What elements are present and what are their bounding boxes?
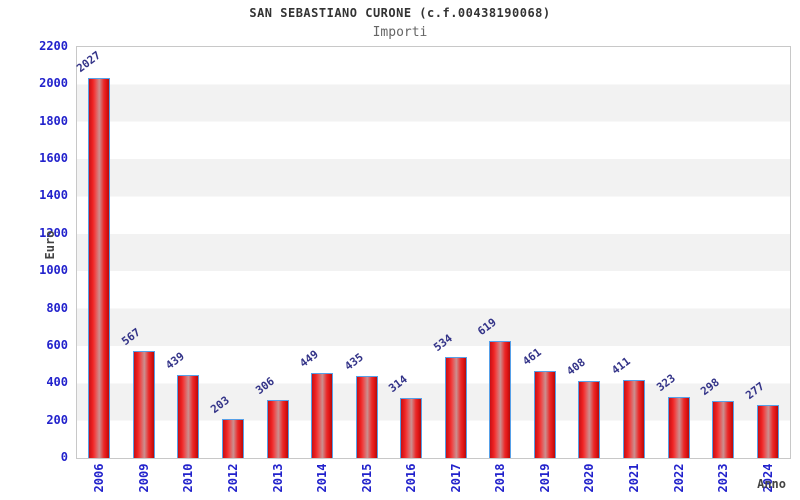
bar-2021: 411 (609, 355, 646, 458)
bar-value-label: 461 (520, 345, 544, 368)
bar-slot-2013: 306 2013 (253, 47, 300, 492)
bar-2020: 408 (565, 355, 601, 458)
bar-value-label: 2027 (74, 48, 104, 76)
y-tick-label: 800 (46, 300, 68, 315)
chart-title: SAN SEBASTIANO CURONE (c.f.00438190068) (249, 6, 551, 20)
bar-value-label: 567 (119, 325, 143, 349)
bar-2015: 435 (342, 350, 378, 458)
bar-2010: 439 (164, 350, 200, 458)
bar-2018: 619 (476, 316, 512, 458)
y-tick-label: 400 (46, 375, 68, 390)
bar-slot-2006: 2027 2006 (74, 47, 122, 492)
bar-value-label: 306 (252, 374, 277, 397)
bar-slot-2021: 411 2021 (609, 47, 657, 492)
x-tick-label: 2017 (448, 463, 463, 493)
chart-subtitle: Importi (372, 25, 428, 40)
bar-2024: 277 (743, 380, 779, 458)
bar-value-label: 408 (564, 355, 589, 378)
y-tick-label: 0 (60, 450, 68, 464)
x-tick-label: 2012 (225, 463, 240, 493)
bar-slot-2015: 435 2015 (342, 47, 389, 492)
bar-2016: 314 (386, 373, 423, 458)
bar-value-label: 323 (653, 371, 678, 394)
x-tick-label: 2006 (92, 463, 107, 493)
y-axis: 0 200 400 600 800 1000 1200 1400 1600 1800 2000 220… (0, 39, 68, 464)
y-tick-label: 2000 (39, 76, 68, 91)
bar-value-label: 435 (341, 350, 366, 373)
bar-2006: 2027 (74, 49, 111, 458)
x-tick-label: 2014 (315, 463, 330, 493)
y-tick-label: 1200 (39, 225, 68, 240)
bar-slot-2018: 619 2018 (476, 47, 523, 492)
bar-value-label: 203 (208, 393, 232, 417)
bar-slot-2024: 277 2024 (743, 47, 790, 492)
y-axis-title: Euro (43, 230, 57, 260)
x-tick-label: 2009 (136, 463, 151, 493)
bar-value-label: 411 (609, 354, 633, 378)
bar-slot-2023: 298 2023 (698, 47, 746, 492)
y-tick-label: 1800 (39, 113, 68, 128)
bar-2009: 567 (119, 326, 155, 458)
bar-slot-2010: 439 2010 (164, 47, 211, 492)
y-tick-label: 600 (46, 337, 68, 352)
bar-value-label: 314 (386, 373, 411, 396)
x-tick-label: 2020 (582, 463, 597, 493)
bar-2017: 534 (431, 332, 467, 458)
y-tick-label: 2200 (39, 39, 68, 53)
x-tick-label: 2016 (404, 463, 419, 493)
bar-slot-2020: 408 2020 (565, 47, 612, 492)
y-tick-label: 1000 (39, 263, 68, 278)
x-axis-title: Anno (757, 477, 786, 491)
bar-value-label: 534 (430, 331, 455, 355)
bar-value-label: 277 (742, 379, 767, 403)
x-tick-label: 2021 (627, 463, 642, 493)
bar-value-label: 449 (297, 347, 321, 371)
x-tick-label: 2015 (359, 463, 374, 493)
bar-slot-2009: 567 2009 (119, 47, 167, 492)
y-tick-label: 1600 (39, 151, 68, 166)
bar-slot-2022: 323 2022 (654, 47, 701, 492)
bar-slot-2019: 461 2019 (520, 47, 568, 492)
y-tick-label: 1400 (39, 188, 68, 203)
bar-2019: 461 (520, 346, 556, 458)
x-tick-label: 2019 (537, 463, 552, 493)
bar-slot-2014: 449 2014 (297, 47, 345, 492)
bar-2022: 323 (654, 371, 690, 458)
bars-row: 2027 2006 567 2009 439 2010 203 2012 306 2013 449 2… (74, 47, 790, 492)
bar-2014: 449 (297, 348, 334, 458)
bar-2013: 306 (253, 375, 289, 458)
bar-slot-2017: 534 2017 (431, 47, 479, 492)
x-tick-label: 2013 (270, 463, 285, 493)
bar-slot-2012: 203 2012 (208, 47, 256, 492)
bar-2012: 203 (208, 394, 244, 458)
x-tick-label: 2022 (671, 463, 686, 493)
plot-area: 2027 2006 567 2009 439 2010 203 2012 306 2013 449 2… (74, 46, 791, 492)
y-tick-label: 200 (46, 412, 68, 427)
x-tick-label: 2010 (181, 463, 196, 493)
bar-slot-2016: 314 2016 (386, 47, 434, 492)
bar-value-label: 298 (698, 376, 723, 399)
bar-2023: 298 (698, 376, 735, 458)
bar-value-label: 619 (475, 316, 500, 339)
x-tick-label: 2023 (716, 463, 731, 493)
x-tick-label: 2018 (493, 463, 508, 493)
bar-value-label: 439 (163, 349, 188, 372)
